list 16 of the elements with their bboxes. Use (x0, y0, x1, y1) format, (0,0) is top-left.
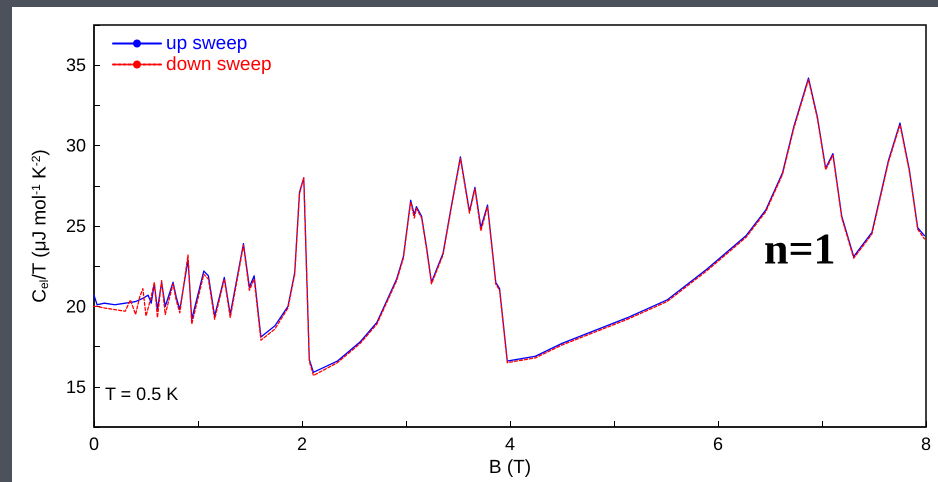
legend-label: up sweep (166, 33, 248, 54)
legend-label: down sweep (166, 54, 272, 75)
x-tick-label: 4 (504, 434, 516, 454)
y-tick-label: 15 (66, 376, 86, 397)
x-tick-label: 6 (712, 434, 724, 454)
x-tick-label: 0 (88, 434, 100, 454)
x-tick-label: 8 (920, 434, 932, 454)
y-tick-label: 35 (66, 55, 86, 76)
y-tick-label: 30 (66, 136, 86, 156)
x-axis-title: B (T) (488, 456, 532, 478)
y-tick-label: 25 (66, 216, 86, 236)
y-tick-label: 20 (66, 296, 86, 316)
annotation: n=1 (764, 224, 836, 274)
x-tick-label: 2 (296, 434, 308, 454)
annotation: T = 0.5 K (105, 384, 178, 404)
y-axis-title: Cel/T (μJ mol-1 K-2) (29, 149, 51, 303)
